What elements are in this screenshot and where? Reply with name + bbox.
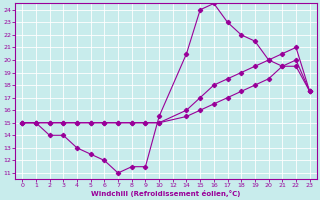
X-axis label: Windchill (Refroidissement éolien,°C): Windchill (Refroidissement éolien,°C) (91, 190, 241, 197)
